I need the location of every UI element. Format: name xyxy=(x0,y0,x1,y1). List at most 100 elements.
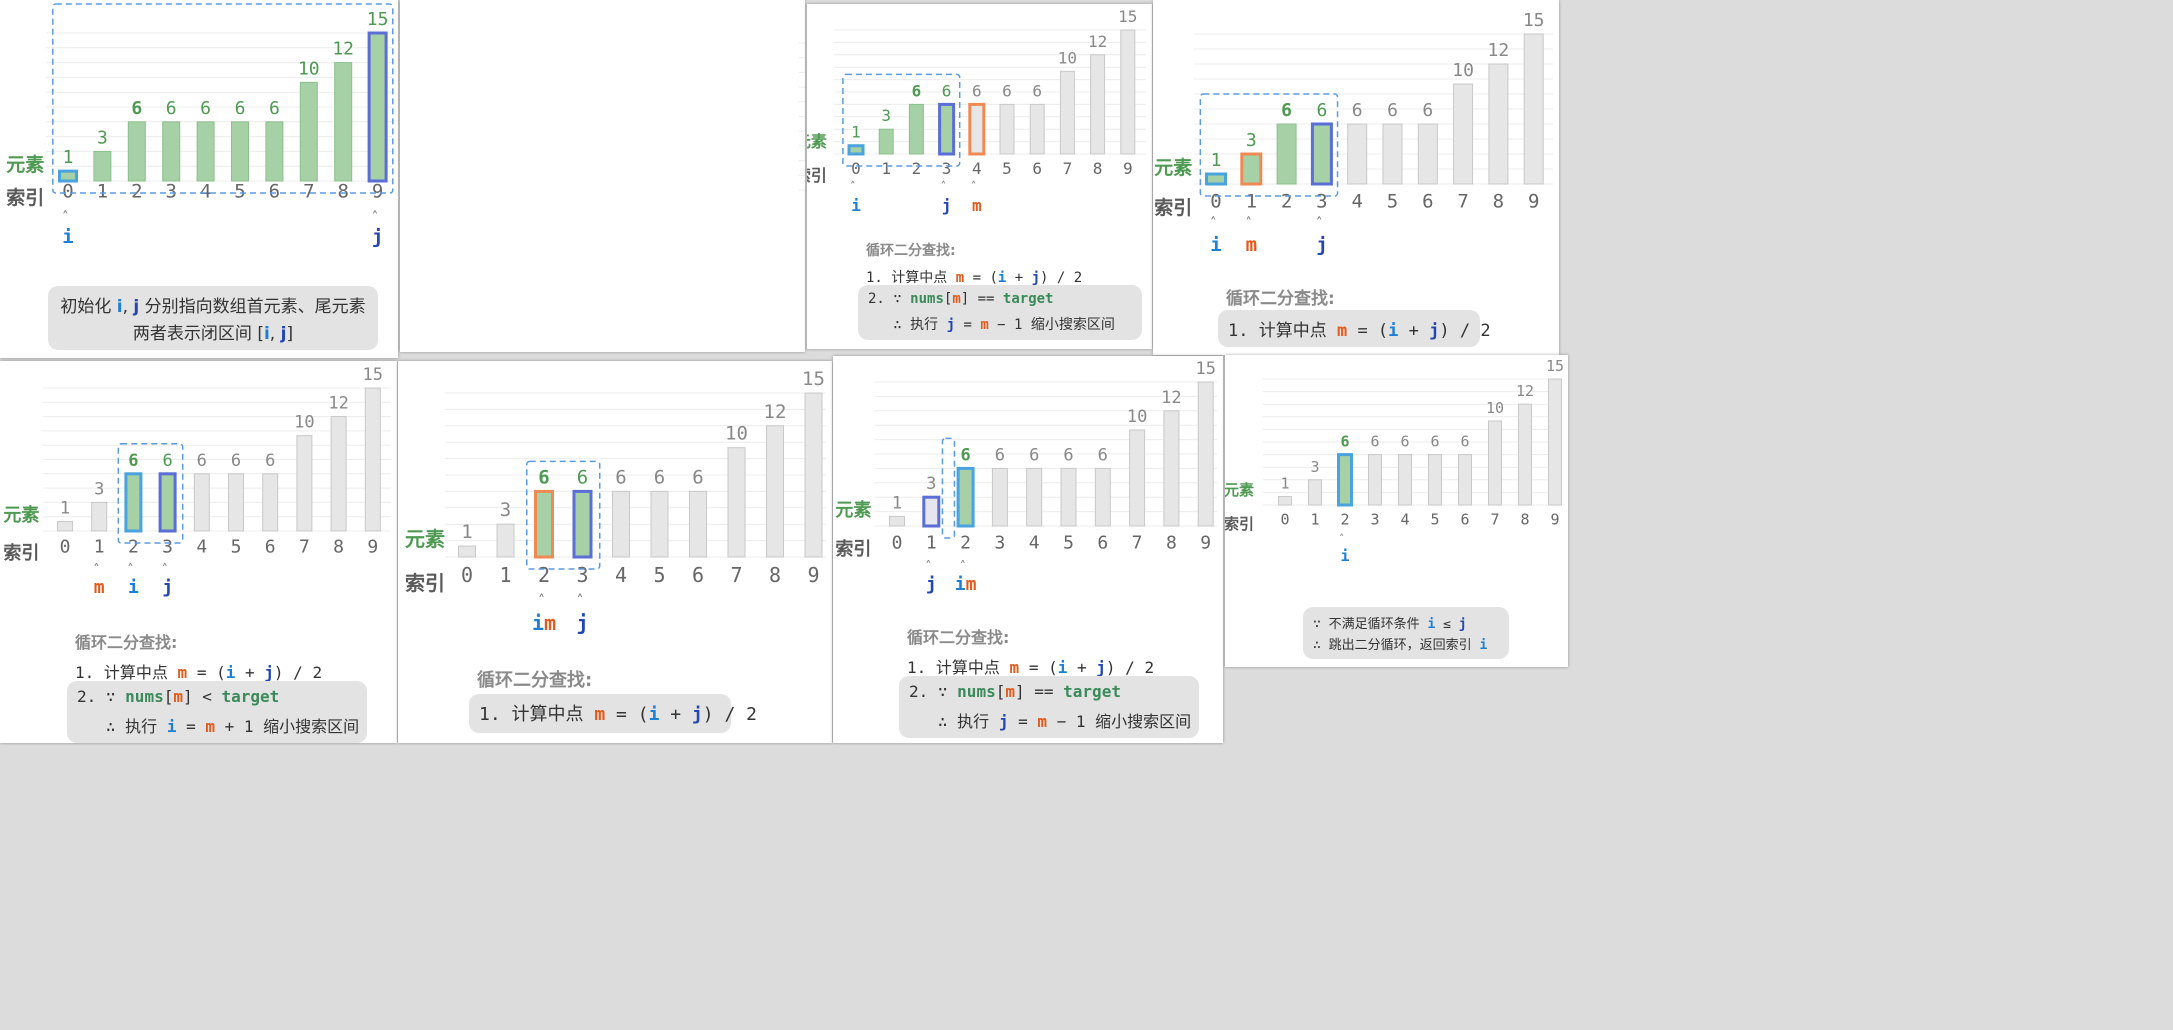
note-box xyxy=(1218,310,1480,348)
note-token-i: i xyxy=(997,269,1007,286)
value-label: 3 xyxy=(926,474,936,494)
bar-5 xyxy=(999,103,1015,155)
bar-3 xyxy=(158,472,177,533)
pointer-caret: ˄ xyxy=(1245,216,1252,231)
index-tick: 9 xyxy=(807,563,819,587)
value-label: 6 xyxy=(269,98,280,119)
pointer-caret: ˄ xyxy=(93,561,100,576)
bar-7 xyxy=(1129,429,1146,527)
value-label: 6 xyxy=(692,466,703,488)
value-label: 6 xyxy=(1063,445,1073,465)
index-tick: 3 xyxy=(994,533,1005,554)
bar-9 xyxy=(1197,381,1214,527)
bar-6 xyxy=(1094,467,1111,527)
value-label: 1 xyxy=(1280,475,1289,493)
bar-8 xyxy=(1518,403,1532,506)
pointer-im: im xyxy=(532,611,557,635)
row-label-element: 元素 xyxy=(835,500,872,521)
note-box-line: ∴ 执行 j = m − 1 缩小搜索区间 xyxy=(909,712,1192,731)
note-box xyxy=(1303,607,1509,659)
bar-0 xyxy=(57,520,73,532)
pointer-im: im xyxy=(954,574,977,595)
bar-9 xyxy=(1120,29,1136,155)
note-token-i: i xyxy=(1479,637,1488,653)
bar-4 xyxy=(1347,123,1368,185)
value-label: 12 xyxy=(1516,382,1534,400)
note-token-i: i xyxy=(116,297,123,317)
index-tick: 5 xyxy=(1063,533,1074,554)
value-label: 6 xyxy=(265,451,275,471)
value-label: 10 xyxy=(1486,399,1504,417)
note-box-line: ∴ 执行 j = m − 1 缩小搜索区间 xyxy=(868,316,1115,333)
index-tick: 1 xyxy=(97,180,108,202)
note-title: 循环二分查找: xyxy=(75,633,178,652)
index-tick: 7 xyxy=(1490,510,1499,528)
note-box-line: 两者表示闭区间 [i, j] xyxy=(132,324,294,345)
value-label: 6 xyxy=(1422,100,1433,121)
note-box xyxy=(48,286,378,351)
index-tick: 3 xyxy=(1316,190,1327,212)
pointer-caret: ˄ xyxy=(940,180,947,193)
row-label-index: 索引 xyxy=(807,166,827,185)
bar-2 xyxy=(1337,453,1353,507)
index-tick: 5 xyxy=(234,180,245,202)
bar-9 xyxy=(1523,33,1544,185)
bar-3 xyxy=(572,489,593,559)
note-token-i: i xyxy=(263,324,270,345)
value-label: 6 xyxy=(912,81,922,100)
value-label: 1 xyxy=(1211,150,1222,171)
note-token-j: j xyxy=(946,316,956,333)
note-box-line: 2. ∵ nums[m] == target xyxy=(868,291,1054,308)
index-tick: 1 xyxy=(94,537,105,558)
value-label: 10 xyxy=(294,413,314,433)
bar-1 xyxy=(1308,479,1322,506)
note-token-target: target xyxy=(221,687,280,707)
bar-4 xyxy=(196,121,215,182)
value-label: 6 xyxy=(200,98,211,119)
pointer-caret: ˄ xyxy=(1315,216,1323,231)
bar-4 xyxy=(1026,467,1043,527)
value-label: 12 xyxy=(1088,32,1107,51)
index-tick: 0 xyxy=(1280,510,1289,528)
panel-init: 1 0 3 1 6 2 6 3 6 4 6 5 6 6 10 7 12 8 15 9 元素 索引 ˄ i ˄ j 初始化 i, j … xyxy=(0,0,398,358)
bar-5 xyxy=(1060,467,1077,527)
pointer-caret: ˄ xyxy=(1339,533,1345,545)
index-tick: 1 xyxy=(926,533,937,554)
bar-2 xyxy=(124,472,143,533)
row-label-element: 元素 xyxy=(807,132,827,151)
note-title: 循环二分查找: xyxy=(477,670,593,691)
value-label: 15 xyxy=(1118,7,1137,26)
index-tick: 8 xyxy=(1093,159,1103,178)
panel-step7: 1 0 3 1 6 2 6 3 6 4 6 5 6 6 10 7 12 8 15 9 元素 索引 ˄ i ∵ 不满足循环条件 i… xyxy=(1225,355,1568,667)
bar-4 xyxy=(1398,454,1412,506)
row-label-element: 元素 xyxy=(1225,481,1255,499)
index-tick: 8 xyxy=(1520,510,1529,528)
value-label: 6 xyxy=(615,466,626,488)
pointer-caret: ˄ xyxy=(538,593,545,609)
index-tick: 5 xyxy=(1387,190,1398,212)
note-token-j: j xyxy=(1458,617,1467,632)
pointer-caret: ˄ xyxy=(371,210,379,225)
bar-6 xyxy=(265,121,284,182)
index-tick: 6 xyxy=(265,537,276,558)
note-token-m: m xyxy=(1037,712,1047,731)
value-label: 12 xyxy=(1488,40,1510,61)
note-token-m: m xyxy=(952,291,961,308)
index-tick: 4 xyxy=(1400,510,1409,528)
search-range-box xyxy=(52,3,394,194)
note-token-i: i xyxy=(1427,617,1436,632)
index-tick: 9 xyxy=(1528,190,1539,212)
bar-2 xyxy=(1276,123,1297,185)
bar-8 xyxy=(1488,63,1509,185)
value-label: 3 xyxy=(97,127,108,148)
value-label: 6 xyxy=(162,451,172,471)
pointer-j: j xyxy=(941,196,952,215)
note-box xyxy=(858,285,1142,340)
bar-0 xyxy=(458,545,476,558)
index-tick: 5 xyxy=(1002,159,1012,178)
row-label-index: 索引 xyxy=(405,571,445,595)
pointer-j: j xyxy=(925,574,937,595)
